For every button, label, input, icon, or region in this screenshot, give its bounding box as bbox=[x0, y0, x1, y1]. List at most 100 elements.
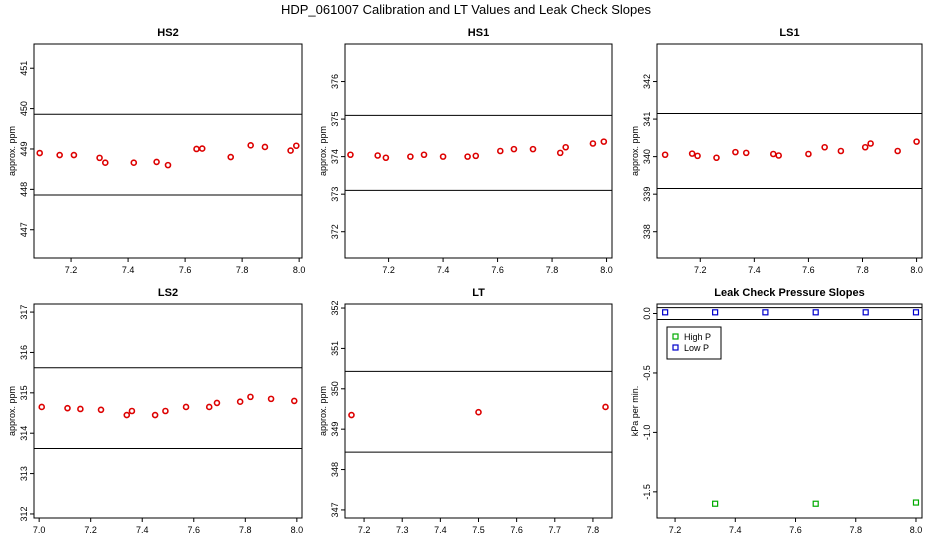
data-point bbox=[661, 151, 669, 159]
y-tick-label: 347 bbox=[330, 502, 340, 517]
y-axis-label: approx. ppm bbox=[7, 386, 17, 436]
data-point bbox=[162, 407, 169, 415]
data-point bbox=[193, 145, 200, 153]
data-point bbox=[96, 154, 103, 162]
y-axis-label: kPa per min. bbox=[630, 386, 640, 437]
x-tick-label: 7.6 bbox=[179, 265, 192, 275]
x-tick-label: 8.0 bbox=[910, 265, 923, 275]
data-point-low-p bbox=[912, 309, 920, 316]
data-point-low-p bbox=[662, 309, 669, 316]
legend-marker bbox=[672, 344, 679, 351]
data-point bbox=[130, 159, 138, 167]
y-tick-label: 373 bbox=[330, 187, 340, 202]
data-point bbox=[837, 147, 845, 155]
y-tick-label: 372 bbox=[330, 224, 340, 239]
plot-frame bbox=[656, 303, 923, 519]
data-point bbox=[529, 145, 537, 153]
panel-leak-check-pressure-slopes: Leak Check Pressure Slopes 7.2 7.4 7.6 7.8 8.… bbox=[630, 287, 923, 535]
data-point bbox=[123, 411, 131, 419]
data-point bbox=[475, 408, 482, 416]
data-point bbox=[198, 145, 206, 152]
x-tick-label: 7.6 bbox=[789, 525, 802, 535]
y-tick-label: 351 bbox=[330, 341, 340, 356]
y-axis-label: approx. ppm bbox=[630, 126, 640, 176]
data-point bbox=[227, 153, 235, 161]
data-point-high-p bbox=[812, 500, 819, 507]
panel-title: LS2 bbox=[158, 287, 178, 299]
y-axis-label: approx. ppm bbox=[7, 126, 17, 176]
data-point-low-p bbox=[762, 309, 769, 316]
data-point bbox=[347, 151, 354, 159]
data-point bbox=[77, 405, 84, 413]
x-tick-label: 7.5 bbox=[472, 525, 485, 535]
data-point bbox=[38, 403, 46, 411]
y-tick-label: 338 bbox=[642, 224, 652, 239]
data-point bbox=[290, 397, 298, 405]
data-point bbox=[382, 154, 390, 162]
data-point bbox=[56, 151, 63, 159]
data-point bbox=[64, 404, 71, 412]
data-point bbox=[805, 150, 812, 158]
y-tick-label: 447 bbox=[19, 222, 29, 237]
data-point bbox=[688, 150, 696, 157]
x-tick-label: 7.4 bbox=[434, 525, 447, 535]
data-point bbox=[496, 147, 504, 155]
y-tick-label: 448 bbox=[19, 182, 29, 197]
data-point bbox=[128, 407, 136, 415]
panel-lt: LT 7.2 7.3 7.4 7.5 7.6 7.7 7.8 347 348 349 350 351 35… bbox=[318, 287, 613, 535]
data-point-low-p bbox=[812, 309, 819, 316]
data-point bbox=[164, 161, 172, 169]
y-tick-label: 339 bbox=[642, 187, 652, 202]
data-point bbox=[267, 395, 275, 403]
y-axis-label: approx. ppm bbox=[318, 386, 328, 436]
panel-title: Leak Check Pressure Slopes bbox=[714, 287, 864, 299]
x-tick-label: 7.2 bbox=[84, 525, 97, 535]
data-point bbox=[407, 153, 414, 160]
x-tick-label: 8.0 bbox=[600, 265, 613, 275]
data-point bbox=[205, 403, 213, 411]
x-tick-label: 7.4 bbox=[748, 265, 761, 275]
data-point bbox=[562, 143, 569, 151]
legend-label: High P bbox=[684, 332, 711, 342]
plot-frame bbox=[344, 43, 613, 259]
legend-label: Low P bbox=[684, 343, 709, 353]
data-point bbox=[867, 140, 874, 147]
y-tick-label: -1.5 bbox=[642, 484, 652, 500]
y-tick-label: 342 bbox=[642, 74, 652, 89]
y-tick-label: 0.0 bbox=[642, 307, 652, 320]
data-point bbox=[694, 152, 701, 160]
x-tick-label: 7.2 bbox=[669, 525, 682, 535]
x-tick-label: 7.2 bbox=[694, 265, 707, 275]
y-tick-label: 451 bbox=[19, 61, 29, 76]
x-tick-label: 7.8 bbox=[587, 525, 600, 535]
figure-title: HDP_061007 Calibration and LT Values and… bbox=[281, 2, 652, 17]
x-tick-label: 7.2 bbox=[382, 265, 395, 275]
data-point bbox=[439, 153, 447, 160]
x-tick-label: 7.3 bbox=[396, 525, 409, 535]
data-point bbox=[374, 152, 381, 159]
x-tick-label: 7.8 bbox=[856, 265, 869, 275]
data-point bbox=[769, 150, 777, 158]
y-tick-label: 449 bbox=[19, 141, 29, 156]
data-point bbox=[101, 159, 109, 167]
x-tick-label: 7.4 bbox=[122, 265, 135, 275]
panel-hs1: HS1 7.2 7.4 7.6 7.8 8.0 372 373 374 375 376 approx.… bbox=[318, 27, 613, 275]
data-point bbox=[36, 149, 44, 157]
panels: HS2 7.2 7.4 7.6 7.8 8.0 447 448 449 450 451 approx.… bbox=[7, 27, 923, 535]
data-point bbox=[464, 153, 471, 160]
data-point bbox=[913, 138, 920, 145]
y-tick-label: 352 bbox=[330, 301, 340, 316]
x-tick-label: 7.8 bbox=[236, 265, 249, 275]
data-point bbox=[775, 152, 782, 159]
y-tick-label: 341 bbox=[642, 112, 652, 127]
panel-title: HS2 bbox=[157, 27, 178, 39]
data-point bbox=[600, 138, 608, 145]
data-point bbox=[602, 403, 609, 411]
y-tick-label: 340 bbox=[642, 149, 652, 164]
x-tick-label: 7.7 bbox=[549, 525, 562, 535]
data-point-high-p bbox=[712, 500, 719, 507]
data-point bbox=[894, 147, 901, 155]
data-point bbox=[153, 158, 160, 166]
data-point bbox=[97, 406, 105, 414]
x-tick-label: 7.6 bbox=[802, 265, 815, 275]
